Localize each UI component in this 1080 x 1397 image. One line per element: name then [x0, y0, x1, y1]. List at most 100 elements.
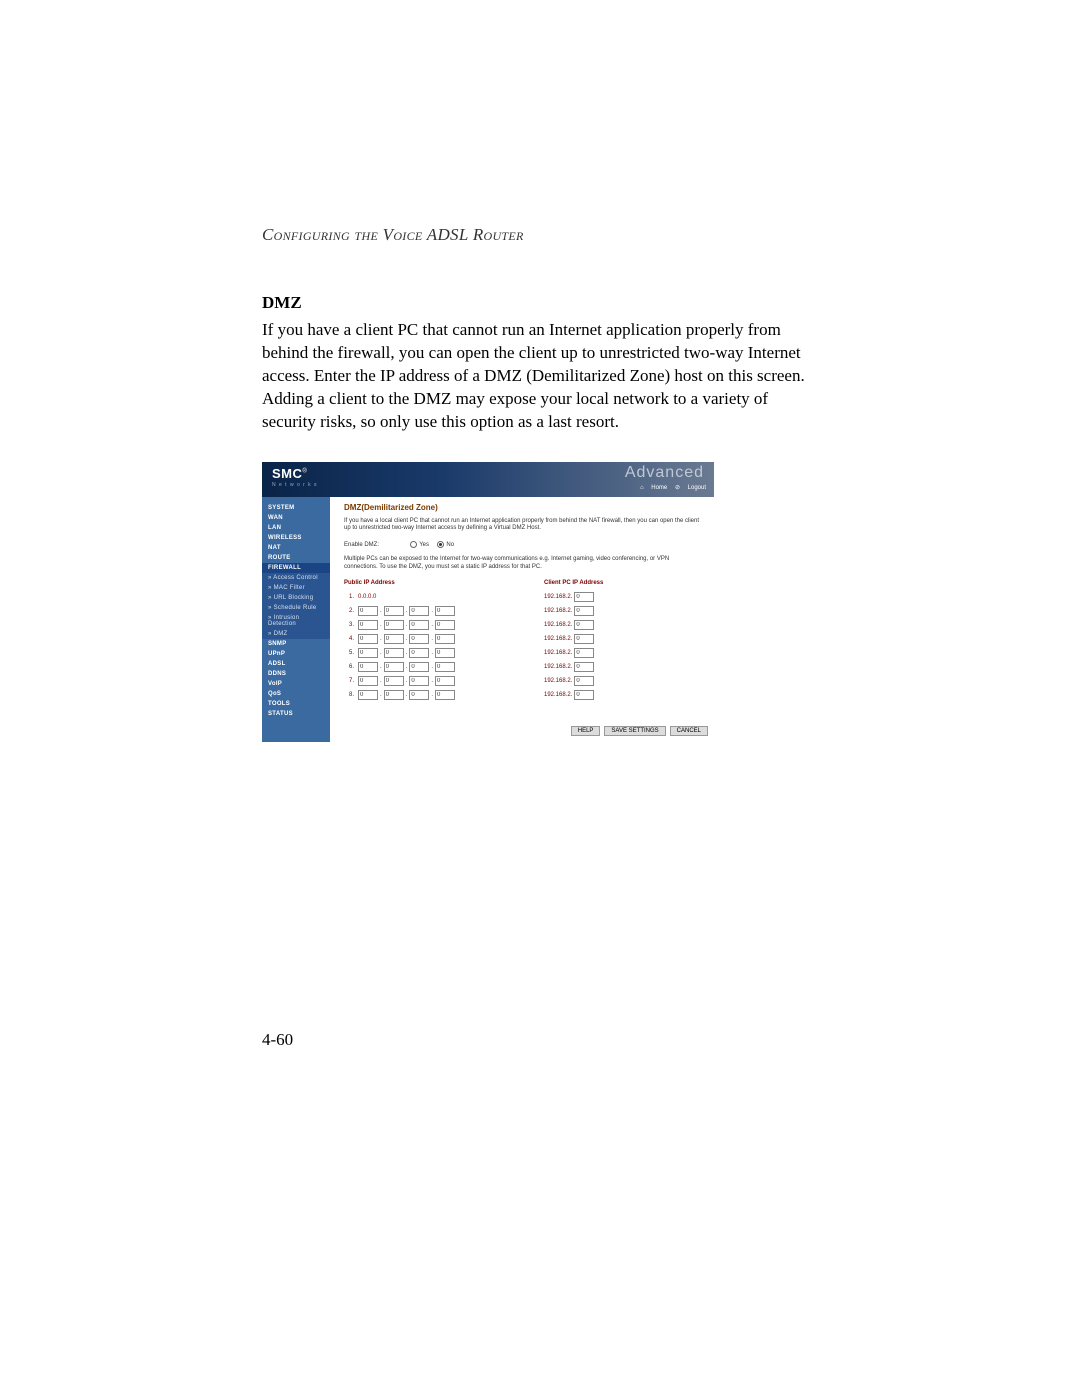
content-panel: DMZ(Demilitarized Zone) If you have a lo…: [330, 497, 714, 742]
nav-ddns[interactable]: DDNS: [262, 669, 330, 679]
public-ip-row: 3....: [344, 618, 544, 632]
ip-octet-input[interactable]: [384, 606, 404, 616]
page-number: 4-60: [262, 1030, 293, 1050]
client-ip-row: 192.168.2.: [544, 604, 704, 618]
content-para-1: If you have a local client PC that canno…: [344, 518, 704, 534]
ip-octet-input[interactable]: [384, 634, 404, 644]
home-link[interactable]: ⌂ Home: [640, 485, 667, 491]
ip-octet-input[interactable]: [409, 690, 429, 700]
screenshot-header: SMC® N e t w o r k s Advanced ⌂ Home ⊘ L…: [262, 462, 714, 497]
content-para-2: Multiple PCs can be exposed to the Inter…: [344, 556, 704, 572]
client-ip-row: 192.168.2.: [544, 646, 704, 660]
ip-octet-input[interactable]: [384, 662, 404, 672]
router-screenshot: SMC® N e t w o r k s Advanced ⌂ Home ⊘ L…: [262, 462, 714, 742]
ip-octet-input[interactable]: [409, 662, 429, 672]
help-button[interactable]: HELP: [571, 726, 601, 736]
nav-wireless[interactable]: WIRELESS: [262, 533, 330, 543]
client-octet-input[interactable]: [574, 662, 594, 672]
nav-dmz[interactable]: » DMZ: [262, 629, 330, 639]
ip-octet-input[interactable]: [358, 634, 378, 644]
sidebar: SYSTEM WAN LAN WIRELESS NAT ROUTE FIREWA…: [262, 497, 330, 742]
public-ip-row: 4....: [344, 632, 544, 646]
nav-adsl[interactable]: ADSL: [262, 659, 330, 669]
ip-octet-input[interactable]: [435, 606, 455, 616]
client-octet-input[interactable]: [574, 606, 594, 616]
ip-octet-input[interactable]: [435, 620, 455, 630]
ip-octet-input[interactable]: [435, 662, 455, 672]
client-ip-row: 192.168.2.: [544, 632, 704, 646]
ip-octet-input[interactable]: [409, 648, 429, 658]
public-ip-row: 8....: [344, 688, 544, 702]
ip-octet-input[interactable]: [409, 634, 429, 644]
client-octet-input[interactable]: [574, 676, 594, 686]
enable-dmz-row: Enable DMZ: Yes No: [344, 541, 704, 548]
ip-octet-input[interactable]: [384, 690, 404, 700]
ip-octet-input[interactable]: [358, 606, 378, 616]
client-ip-row: 192.168.2.: [544, 674, 704, 688]
client-octet-input[interactable]: [574, 620, 594, 630]
running-head: Configuring the Voice ADSL Router: [262, 225, 822, 245]
radio-no[interactable]: [437, 541, 444, 548]
nav-system[interactable]: SYSTEM: [262, 503, 330, 513]
ip-octet-input[interactable]: [384, 648, 404, 658]
ip-octet-input[interactable]: [384, 676, 404, 686]
ip-octet-input[interactable]: [435, 648, 455, 658]
ip-octet-input[interactable]: [409, 606, 429, 616]
ip-octet-input[interactable]: [435, 690, 455, 700]
nav-snmp[interactable]: SNMP: [262, 639, 330, 649]
body-paragraph: If you have a client PC that cannot run …: [262, 319, 822, 434]
client-octet-input[interactable]: [574, 634, 594, 644]
save-button[interactable]: SAVE SETTINGS: [604, 726, 665, 736]
ip-octet-input[interactable]: [358, 662, 378, 672]
client-ip-row: 192.168.2.: [544, 618, 704, 632]
logout-link[interactable]: ⊘ Logout: [675, 485, 706, 491]
nav-access-control[interactable]: » Access Control: [262, 573, 330, 583]
client-ip-row: 192.168.2.: [544, 688, 704, 702]
ip-octet-input[interactable]: [358, 676, 378, 686]
ip-octet-input[interactable]: [409, 620, 429, 630]
ip-octet-input[interactable]: [358, 648, 378, 658]
nav-mac-filter[interactable]: » MAC Filter: [262, 583, 330, 593]
ip-octet-input[interactable]: [358, 620, 378, 630]
nav-qos[interactable]: QoS: [262, 689, 330, 699]
ip-octet-input[interactable]: [435, 634, 455, 644]
section-title: DMZ: [262, 293, 822, 313]
public-ip-row: 5....: [344, 646, 544, 660]
ip-octet-input[interactable]: [384, 620, 404, 630]
nav-firewall[interactable]: FIREWALL: [262, 563, 330, 573]
nav-status[interactable]: STATUS: [262, 709, 330, 719]
nav-upnp[interactable]: UPnP: [262, 649, 330, 659]
nav-url-blocking[interactable]: » URL Blocking: [262, 593, 330, 603]
nav-tools[interactable]: TOOLS: [262, 699, 330, 709]
logo: SMC®: [272, 466, 307, 481]
radio-yes[interactable]: [410, 541, 417, 548]
client-octet-input[interactable]: [574, 592, 594, 602]
public-ip-row: 2....: [344, 604, 544, 618]
nav-voip[interactable]: VoIP: [262, 679, 330, 689]
cancel-button[interactable]: CANCEL: [670, 726, 708, 736]
ip-octet-input[interactable]: [435, 676, 455, 686]
col-public-ip: Public IP Address: [344, 580, 544, 586]
brand-text: Advanced: [625, 464, 704, 482]
public-ip-row: 6....: [344, 660, 544, 674]
nav-lan[interactable]: LAN: [262, 523, 330, 533]
header-links: ⌂ Home ⊘ Logout: [634, 484, 706, 491]
no-label: No: [446, 542, 454, 548]
nav-intrusion[interactable]: » Intrusion Detection: [262, 613, 330, 629]
col-client-ip: Client PC IP Address: [544, 580, 704, 586]
client-ip-row: 192.168.2.: [544, 660, 704, 674]
nav-nat[interactable]: NAT: [262, 543, 330, 553]
yes-label: Yes: [419, 542, 429, 548]
client-octet-input[interactable]: [574, 648, 594, 658]
public-ip-row: 7....: [344, 674, 544, 688]
client-ip-row: 192.168.2.: [544, 590, 704, 604]
content-title: DMZ(Demilitarized Zone): [344, 503, 704, 512]
nav-wan[interactable]: WAN: [262, 513, 330, 523]
logo-subtext: N e t w o r k s: [272, 482, 318, 488]
ip-octet-input[interactable]: [358, 690, 378, 700]
enable-label: Enable DMZ:: [344, 542, 402, 548]
client-octet-input[interactable]: [574, 690, 594, 700]
nav-route[interactable]: ROUTE: [262, 553, 330, 563]
ip-octet-input[interactable]: [409, 676, 429, 686]
nav-schedule-rule[interactable]: » Schedule Rule: [262, 603, 330, 613]
